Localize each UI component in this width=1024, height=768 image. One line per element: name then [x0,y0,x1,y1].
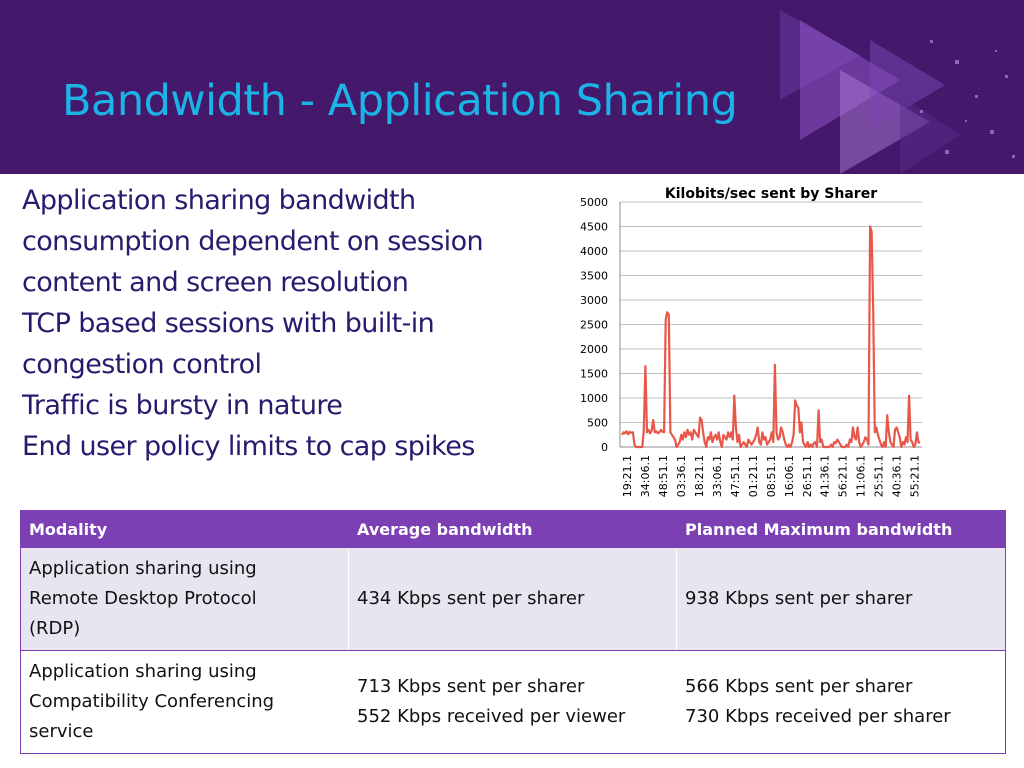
table-row: Application sharing using Compatibility … [20,650,1006,754]
cell-text: 730 Kbps received per sharer [685,706,951,727]
x-tick-label: 18:21.1 [693,455,706,497]
x-tick-label: 40:36.1 [891,455,904,497]
y-tick-label: 3000 [580,294,608,307]
x-tick-label: 26:51.1 [801,455,814,497]
chart-canvas: Kilobits/sec sent by Sharer 0 500 1000 1500… [580,186,922,497]
x-tick-label: 01:21.1 [747,455,760,497]
x-tick-label: 16:06.1 [783,455,796,497]
cell-text: Remote Desktop Protocol [29,588,257,609]
cell-text: service [29,721,94,742]
y-tick-label: 1500 [580,368,608,381]
bullet-item: Application sharing bandwidth consumptio… [22,185,484,298]
average-bandwidth-cell: 434 Kbps sent per sharer [348,547,677,651]
y-tick-label: 3500 [580,270,608,283]
column-header-modality: Modality [20,510,349,548]
average-bandwidth-cell: 713 Kbps sent per sharer 552 Kbps receiv… [348,650,677,754]
arrow-decoration-icon [780,10,1015,174]
bandwidth-chart: Kilobits/sec sent by Sharer 0 500 1000 1500… [560,180,930,505]
column-header-planned-max: Planned Maximum bandwidth [676,510,1006,548]
cell-text: Compatibility Conferencing [29,691,275,712]
x-tick-label: 34:06.1 [639,455,652,497]
x-tick-label: 33:06.1 [711,455,724,497]
modality-cell: Application sharing using Remote Desktop… [20,547,349,651]
x-tick-label: 19:21.1 [621,455,634,497]
y-tick-label: 0 [601,441,608,454]
y-tick-label: 500 [587,417,608,430]
cell-text: 713 Kbps sent per sharer [357,676,585,697]
y-tick-label: 5000 [580,196,608,209]
bandwidth-table: Modality Average bandwidth Planned Maxim… [20,510,1006,754]
x-tick-label: 25:51.1 [873,455,886,497]
table-row: Application sharing using Remote Desktop… [20,547,1006,651]
cell-text: 566 Kbps sent per sharer [685,676,913,697]
bullet-list: Application sharing bandwidth consumptio… [22,180,570,467]
bullet-item: End user policy limits to cap spikes [22,431,475,462]
cell-text: Application sharing using [29,558,257,579]
y-tick-label: 2000 [580,343,608,356]
x-tick-label: 08:51.1 [765,455,778,497]
cell-text: 552 Kbps received per viewer [357,706,626,727]
x-tick-label: 55:21.1 [909,455,922,497]
column-header-average: Average bandwidth [348,510,677,548]
x-tick-label: 03:36.1 [675,455,688,497]
x-tick-label: 56:21.1 [837,455,850,497]
x-tick-label: 11:06.1 [855,455,868,497]
y-tick-label: 1000 [580,392,608,405]
x-tick-label: 47:51.1 [729,455,742,497]
cell-text: Application sharing using [29,661,257,682]
cell-text: 434 Kbps sent per sharer [357,588,585,609]
bullet-item: TCP based sessions with built-in congest… [22,308,435,380]
cell-text: (RDP) [29,618,81,639]
table-header-row: Modality Average bandwidth Planned Maxim… [20,510,1006,548]
chart-title: Kilobits/sec sent by Sharer [665,186,877,202]
series-line [621,225,921,449]
planned-max-cell: 566 Kbps sent per sharer 730 Kbps receiv… [676,650,1006,754]
bullet-item: Traffic is bursty in nature [22,390,343,421]
y-tick-label: 4500 [580,221,608,234]
x-tick-label: 41:36.1 [819,455,832,497]
y-tick-label: 4000 [580,245,608,258]
slide-title: Bandwidth - Application Sharing [62,76,738,126]
cell-text: 938 Kbps sent per sharer [685,588,913,609]
y-tick-label: 2500 [580,319,608,332]
x-tick-label: 48:51.1 [657,455,670,497]
title-banner: Bandwidth - Application Sharing [0,0,1024,174]
planned-max-cell: 938 Kbps sent per sharer [676,547,1006,651]
modality-cell: Application sharing using Compatibility … [20,650,349,754]
